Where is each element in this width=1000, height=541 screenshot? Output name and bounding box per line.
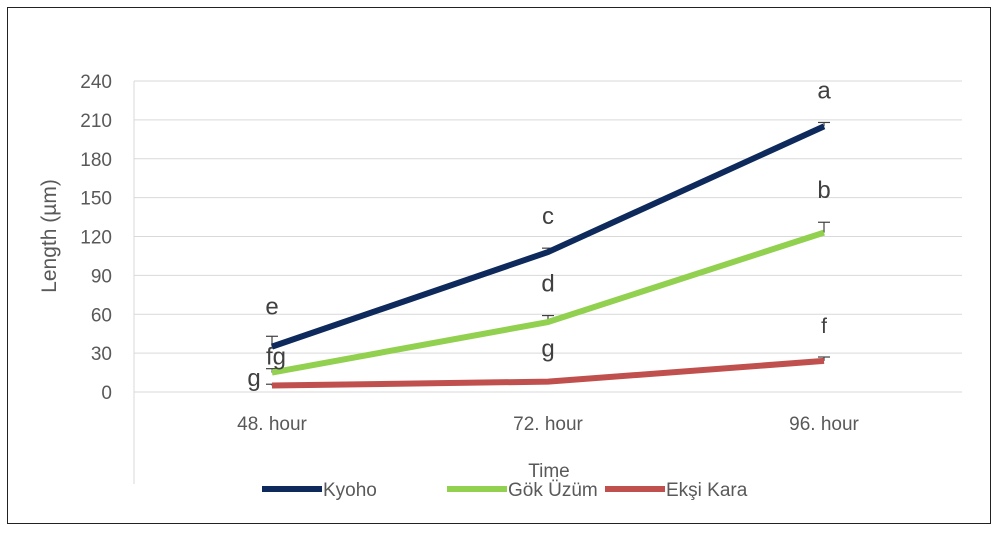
significance-label: e (265, 293, 278, 320)
x-axis-ticks: 48. hour 72. hour 96. hour (237, 414, 859, 435)
legend-label-1: Gök Üzüm (508, 480, 598, 501)
significance-label: f (821, 315, 827, 338)
series-line-1 (271, 229, 825, 376)
significance-labels: e c a fg d b g g f (247, 77, 831, 392)
legend: Kyoho Gök Üzüm Ekşi Kara (262, 480, 748, 501)
y-axis-ticks: 0 30 60 90 120 150 180 210 240 (80, 72, 112, 404)
significance-label: g (247, 365, 260, 392)
y-tick-label: 210 (80, 111, 112, 132)
chart-frame (7, 7, 991, 524)
y-tick-label: 30 (91, 344, 112, 365)
x-axis-label: Time (528, 461, 570, 482)
significance-label: c (542, 203, 554, 230)
significance-label: fg (266, 344, 286, 371)
significance-label: b (817, 177, 830, 204)
series-lines (271, 123, 826, 389)
legend-label-2: Ekşi Kara (666, 480, 748, 501)
series-line-2 (271, 357, 825, 389)
y-tick-label: 60 (91, 305, 112, 326)
y-tick-label: 150 (80, 189, 112, 210)
gridlines (134, 80, 962, 393)
legend-label-0: Kyoho (323, 480, 377, 501)
significance-label: g (541, 335, 554, 362)
significance-label: a (817, 77, 831, 104)
series-line-0 (271, 123, 826, 350)
x-tick-label: 72. hour (513, 414, 583, 435)
significance-label: d (541, 271, 554, 298)
y-tick-label: 120 (80, 228, 112, 249)
y-tick-label: 240 (80, 72, 112, 93)
x-tick-label: 96. hour (789, 414, 859, 435)
y-tick-label: 90 (91, 266, 112, 287)
y-axis-label: Length (µm) (38, 179, 61, 293)
x-tick-label: 48. hour (237, 414, 307, 435)
y-tick-label: 180 (80, 150, 112, 171)
y-tick-label: 0 (101, 383, 112, 404)
